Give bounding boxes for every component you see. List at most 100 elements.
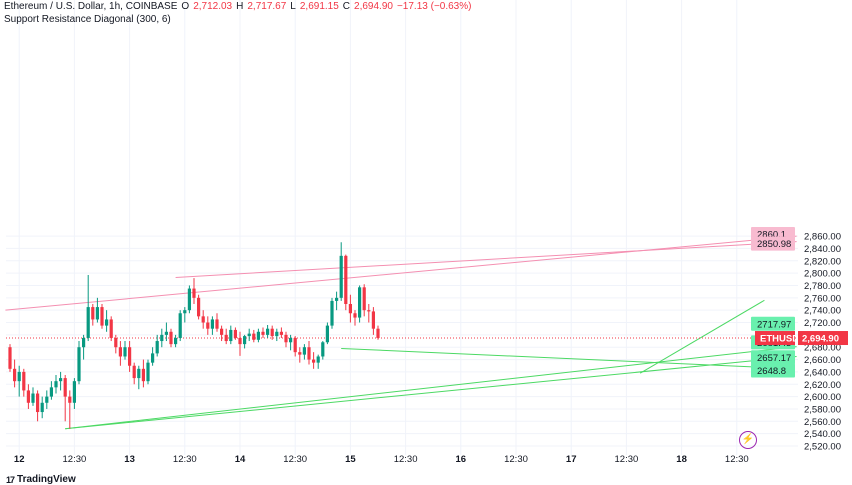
candle-body xyxy=(13,368,17,382)
candle-body xyxy=(348,303,352,314)
candle-body xyxy=(279,331,283,335)
candle-body xyxy=(233,329,237,338)
lightning-icon[interactable]: ⚡ xyxy=(739,431,757,449)
candle-body xyxy=(146,362,150,382)
candle-body xyxy=(335,297,339,301)
candle-body xyxy=(54,381,58,388)
candle-body xyxy=(289,337,293,343)
x-tick-label: 12:30 xyxy=(615,454,639,465)
x-tick-label: 14 xyxy=(235,454,246,465)
candle-body xyxy=(256,331,260,340)
candle-body xyxy=(72,381,76,403)
y-tick-label: 2,760.00 xyxy=(804,293,841,304)
tradingview-watermark[interactable]: 17 TradingView xyxy=(6,474,76,485)
candle-body xyxy=(141,368,145,382)
candle-body xyxy=(132,365,136,379)
candle-body xyxy=(252,333,256,340)
candle-body xyxy=(183,310,187,314)
x-tick-label: 13 xyxy=(124,454,135,465)
candle-body xyxy=(298,352,302,355)
candle-body xyxy=(307,347,311,360)
candle-body xyxy=(77,347,81,382)
candle-body xyxy=(118,347,122,357)
candle-body xyxy=(261,331,265,335)
candle-body xyxy=(312,359,316,363)
price-tag-bg xyxy=(751,236,795,251)
candle-body xyxy=(63,378,67,397)
symbol-tag-bg xyxy=(755,331,795,346)
tradingview-label: TradingView xyxy=(17,474,76,485)
candle-body xyxy=(376,328,380,338)
candle-body xyxy=(164,331,168,335)
candle-body xyxy=(59,378,63,382)
last-price-tag-bg xyxy=(798,331,848,346)
ohlc-open-label: O xyxy=(181,1,190,12)
candle-body xyxy=(201,316,205,323)
x-tick-label: 17 xyxy=(566,454,577,465)
candle-body xyxy=(266,328,270,335)
candle-body xyxy=(321,342,325,357)
y-tick-label: 2,520.00 xyxy=(804,442,841,453)
tradingview-logo-icon: 17 xyxy=(6,474,15,485)
price-tag: 2657.17 xyxy=(757,353,791,364)
candle-body xyxy=(86,307,90,338)
y-tick-label: 2,580.00 xyxy=(804,404,841,415)
x-tick-label: 18 xyxy=(676,454,687,465)
trendline xyxy=(65,346,797,430)
candle-body xyxy=(270,328,274,337)
trendline xyxy=(341,347,756,368)
indicator-title[interactable]: Support Resistance Diagonal (300, 6) xyxy=(4,14,171,25)
price-tag: 2648.8 xyxy=(757,366,786,377)
price-tag-bg xyxy=(751,316,795,331)
y-tick-label: 2,800.00 xyxy=(804,269,841,280)
x-tick-label: 12 xyxy=(14,454,25,465)
candle-body xyxy=(26,390,30,403)
ohlc-change: −17.13 (−0.63%) xyxy=(396,1,472,12)
candle-body xyxy=(151,353,155,363)
candle-body xyxy=(367,310,371,312)
candle-body xyxy=(128,347,132,366)
y-tick-label: 2,540.00 xyxy=(804,429,841,440)
candle-body xyxy=(243,336,247,345)
y-tick-label: 2,560.00 xyxy=(804,417,841,428)
y-tick-label: 2,720.00 xyxy=(804,318,841,329)
x-tick-label: 12:30 xyxy=(504,454,528,465)
y-tick-label: 2,600.00 xyxy=(804,392,841,403)
last-price-tag: 2,694.90 xyxy=(802,334,839,345)
candle-body xyxy=(174,337,178,345)
symbol-tag: ETHUSD xyxy=(760,334,799,345)
x-tick-label: 15 xyxy=(345,454,356,465)
candle-body xyxy=(284,334,288,343)
ohlc-high-label: H xyxy=(236,1,244,12)
candle-body xyxy=(169,331,173,345)
x-tick-label: 12:30 xyxy=(725,454,749,465)
candle-body xyxy=(109,319,113,338)
candle-body xyxy=(22,371,26,391)
candle-body xyxy=(36,393,40,413)
price-tag-bg xyxy=(751,363,795,378)
y-tick-label: 2,740.00 xyxy=(804,306,841,317)
price-tag: 2860.1 xyxy=(757,230,786,241)
candle-body xyxy=(339,255,343,298)
candle-body xyxy=(220,328,224,335)
candle-body xyxy=(197,297,201,317)
y-tick-label: 2,820.00 xyxy=(804,256,841,267)
candle-body xyxy=(316,356,320,363)
candle-body xyxy=(229,329,233,342)
candle-body xyxy=(45,396,49,403)
ohlc-low-label: L xyxy=(290,1,296,12)
y-tick-label: 2,840.00 xyxy=(804,244,841,255)
candle-body xyxy=(330,300,334,326)
price-tag: 2717.97 xyxy=(757,319,791,330)
candle-body xyxy=(137,368,141,379)
symbol-title[interactable]: Ethereum / U.S. Dollar, 1h, COINBASE xyxy=(4,1,178,12)
candle-body xyxy=(206,322,210,329)
candle-body xyxy=(95,307,99,320)
candle-body xyxy=(105,319,109,326)
candle-body xyxy=(362,287,366,311)
x-tick-label: 12:30 xyxy=(63,454,87,465)
y-tick-label: 2,620.00 xyxy=(804,380,841,391)
ohlc-open: 2,712.03 xyxy=(193,1,233,12)
candle-body xyxy=(17,371,21,382)
